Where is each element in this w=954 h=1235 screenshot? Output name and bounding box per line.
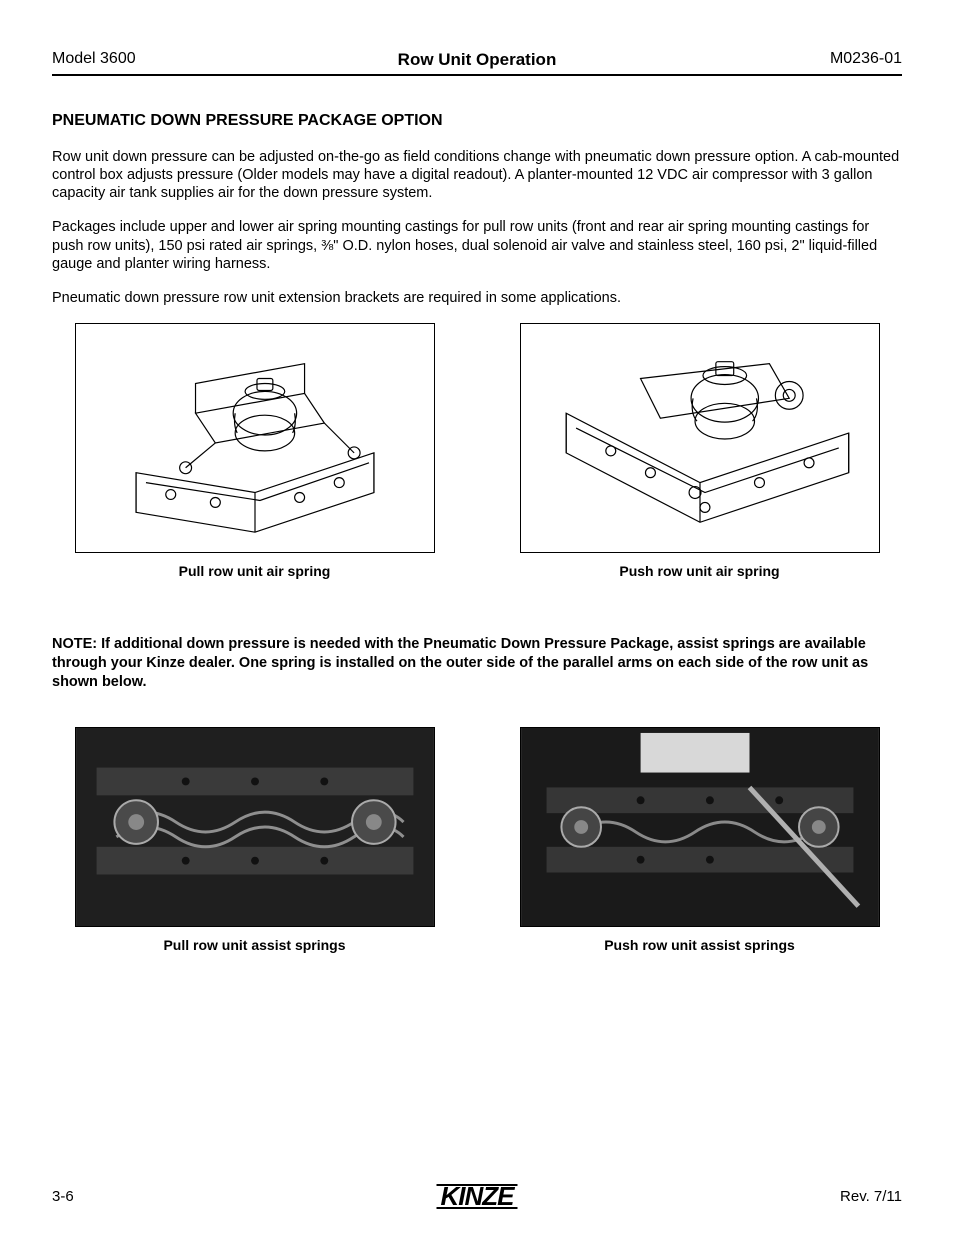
figure-caption: Push row unit assist springs [604, 937, 795, 953]
figure-caption: Pull row unit air spring [179, 563, 331, 579]
figure-pull-air-spring: Pull row unit air spring [52, 323, 457, 579]
kinze-logo-icon: KINZE [437, 1181, 518, 1212]
figure-box [520, 323, 880, 553]
figure-pull-assist-springs: Pull row unit assist springs [52, 727, 457, 953]
footer-revision: Rev. 7/11 [840, 1188, 902, 1205]
figure-caption: Pull row unit assist springs [163, 937, 345, 953]
photo-placeholder-icon [521, 728, 879, 926]
photo-box [520, 727, 880, 927]
line-drawing-icon [76, 324, 434, 552]
header-doc-id: M0236-01 [830, 50, 902, 68]
section-title: PNEUMATIC DOWN PRESSURE PACKAGE OPTION [52, 112, 902, 130]
footer-page-number: 3-6 [52, 1188, 74, 1205]
paragraph-3: Pneumatic down pressure row unit extensi… [52, 289, 902, 307]
header-model: Model 3600 [52, 50, 136, 68]
line-drawing-icon [521, 324, 879, 552]
figure-push-assist-springs: Push row unit assist springs [497, 727, 902, 953]
figure-caption: Push row unit air spring [619, 563, 779, 579]
page-footer: 3-6 KINZE Rev. 7/11 [52, 1188, 902, 1205]
figure-row-drawings: Pull row unit air spring [52, 323, 902, 579]
figure-push-air-spring: Push row unit air spring [497, 323, 902, 579]
paragraph-2: Packages include upper and lower air spr… [52, 218, 902, 272]
photo-box [75, 727, 435, 927]
page-header: Model 3600 Row Unit Operation M0236-01 [52, 50, 902, 76]
figure-box [75, 323, 435, 553]
header-title: Row Unit Operation [398, 50, 557, 70]
paragraph-1: Row unit down pressure can be adjusted o… [52, 148, 902, 202]
footer-logo: KINZE [437, 1181, 518, 1212]
photo-placeholder-icon [76, 728, 434, 926]
figure-row-photos: Pull row unit assist springs [52, 727, 902, 953]
note-paragraph: NOTE: If additional down pressure is nee… [52, 635, 902, 692]
